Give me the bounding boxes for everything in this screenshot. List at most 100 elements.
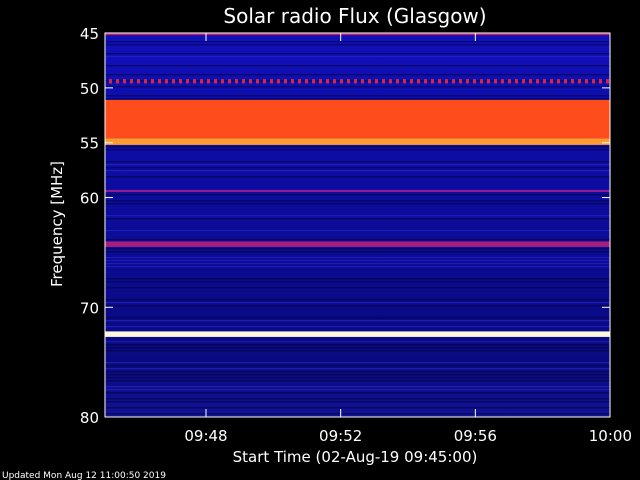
band-dash: [585, 79, 588, 84]
noise-stripe-dark: [105, 146, 610, 148]
band-dash: [109, 79, 112, 84]
noise-stripe-dark: [105, 98, 610, 100]
band-dash: [417, 79, 420, 84]
band-dash: [508, 79, 511, 84]
band-dash: [347, 79, 350, 84]
x-axis-label: Start Time (02-Aug-19 09:45:00): [233, 448, 478, 466]
band-dash: [179, 79, 182, 84]
band-dash: [312, 79, 315, 84]
band-dash: [235, 79, 238, 84]
noise-stripe-dark: [105, 398, 610, 400]
band-dash: [326, 79, 329, 84]
y-tick-label: 50: [80, 80, 99, 98]
band-dash: [494, 79, 497, 84]
band-dash: [277, 79, 280, 84]
noise-stripe-dark: [105, 95, 610, 97]
noise-stripe-dark: [105, 149, 610, 151]
band-dash: [165, 79, 168, 84]
emission-band: [105, 331, 610, 337]
noise-stripe-dark: [105, 248, 610, 250]
noise-stripe-dark: [105, 203, 610, 205]
band-dash: [578, 79, 581, 84]
band-dash: [298, 79, 301, 84]
noise-stripe-dark: [105, 392, 610, 394]
x-axis: 09:48 09:52 09:56 10:00: [184, 33, 632, 445]
y-tick-label: 80: [80, 409, 99, 427]
band-dash: [284, 79, 287, 84]
band-dash: [501, 79, 504, 84]
noise-stripe-dark: [105, 74, 610, 76]
noise-stripe-dark: [105, 350, 610, 352]
noise-stripe-dark: [105, 380, 610, 382]
band-dash: [193, 79, 196, 84]
band-dash: [396, 79, 399, 84]
band-dash: [200, 79, 203, 84]
band-dash: [333, 79, 336, 84]
noise-stripe-light: [105, 215, 610, 217]
band-dash: [473, 79, 476, 84]
band-dash: [144, 79, 147, 84]
band-dash: [214, 79, 217, 84]
y-tick-label: 55: [80, 135, 99, 153]
band-dash: [130, 79, 133, 84]
band-dash: [116, 79, 119, 84]
band-dash: [249, 79, 252, 84]
band-dash: [389, 79, 392, 84]
noise-stripe-light: [105, 302, 610, 304]
noise-stripe-dark: [105, 167, 610, 169]
noise-stripe-dark: [105, 377, 610, 379]
noise-stripe-light: [105, 389, 610, 391]
band-dash: [522, 79, 525, 84]
band-dash: [340, 79, 343, 84]
band-dash: [459, 79, 462, 84]
band-dash: [487, 79, 490, 84]
noise-stripe-light: [105, 263, 610, 265]
noise-stripe-light: [105, 170, 610, 172]
noise-stripe-light: [105, 164, 610, 166]
noise-stripe-dark: [105, 347, 610, 349]
noise-stripe-dark: [105, 194, 610, 196]
noise-stripe-dark: [105, 218, 610, 220]
band-dash: [571, 79, 574, 84]
noise-stripe-light: [105, 257, 610, 259]
band-dash: [382, 79, 385, 84]
noise-stripe-dark: [105, 287, 610, 289]
plot-frame: [104, 32, 611, 418]
y-tick-label: 60: [80, 190, 99, 208]
band-dash: [221, 79, 224, 84]
noise-stripe-dark: [105, 239, 610, 241]
band-dash: [543, 79, 546, 84]
noise-stripe-dark: [105, 200, 610, 202]
noise-stripe-light: [105, 266, 610, 268]
band-dash: [564, 79, 567, 84]
band-dash: [536, 79, 539, 84]
band-dash: [529, 79, 532, 84]
y-axis-label: Frequency [MHz]: [48, 161, 66, 287]
band-dash: [438, 79, 441, 84]
noise-stripe-dark: [105, 161, 610, 163]
band-dash: [291, 79, 294, 84]
band-dash: [424, 79, 427, 84]
noise-stripe-light: [105, 260, 610, 262]
noise-stripe-light: [105, 56, 610, 58]
noise-stripe-light: [105, 230, 610, 232]
y-axis: 45 50 55 60 70 80: [80, 25, 610, 427]
x-tick-label: 10:00: [589, 427, 632, 445]
noise-stripe-dark: [105, 401, 610, 403]
noise-stripe-dark: [105, 305, 610, 307]
noise-stripe-dark: [105, 65, 610, 67]
noise-stripe-light: [105, 368, 610, 370]
band-dash: [431, 79, 434, 84]
noise-stripe-dark: [105, 365, 610, 367]
band-dash: [172, 79, 175, 84]
noise-stripe-dark: [105, 344, 610, 346]
noise-stripe-dark: [105, 176, 610, 178]
band-dash: [242, 79, 245, 84]
noise-stripe-dark: [105, 374, 610, 376]
band-dash: [550, 79, 553, 84]
noise-stripe-dark: [105, 281, 610, 283]
y-tick-label: 45: [80, 25, 99, 43]
noise-stripe-dark: [105, 371, 610, 373]
x-tick-label: 09:56: [454, 427, 497, 445]
